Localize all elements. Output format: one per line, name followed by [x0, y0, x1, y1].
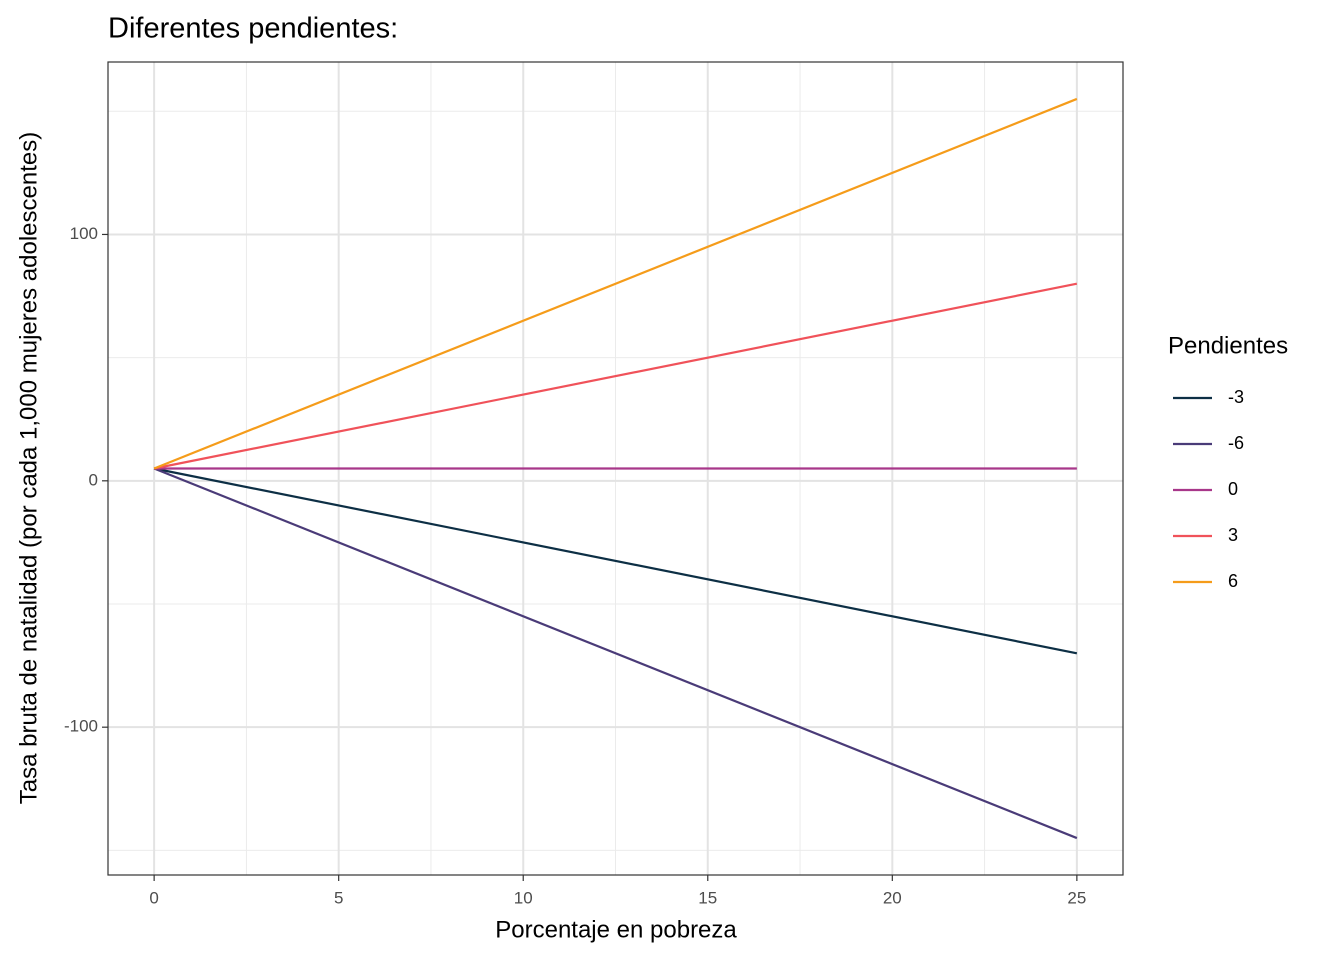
y-tick-label: 100 — [70, 224, 98, 243]
series-line — [153, 467, 1078, 840]
x-tick-label: 20 — [883, 888, 902, 907]
x-tick-label: 5 — [334, 888, 343, 907]
y-tick-label: -100 — [64, 717, 98, 736]
plot-border — [107, 61, 1124, 876]
series-line — [153, 97, 1078, 470]
x-tick-label: 15 — [698, 888, 717, 907]
x-tick-label: 0 — [149, 888, 158, 907]
legend-label: -3 — [1228, 387, 1244, 407]
x-tick-label: 10 — [514, 888, 533, 907]
y-tick-label: 0 — [89, 470, 98, 489]
chart-title: Diferentes pendientes: — [108, 13, 398, 45]
legend-label: 6 — [1228, 571, 1238, 591]
series-line — [153, 282, 1078, 470]
legend-label: 3 — [1228, 525, 1238, 545]
x-axis-label: Porcentaje en pobreza — [495, 916, 737, 943]
x-tick-label: 25 — [1067, 888, 1086, 907]
y-axis-label: Tasa bruta de natalidad (por cada 1,000 … — [15, 132, 42, 804]
series-line — [153, 467, 1078, 655]
legend-title: Pendientes — [1168, 332, 1288, 359]
legend-label: -6 — [1228, 433, 1244, 453]
legend-label: 0 — [1228, 479, 1238, 499]
